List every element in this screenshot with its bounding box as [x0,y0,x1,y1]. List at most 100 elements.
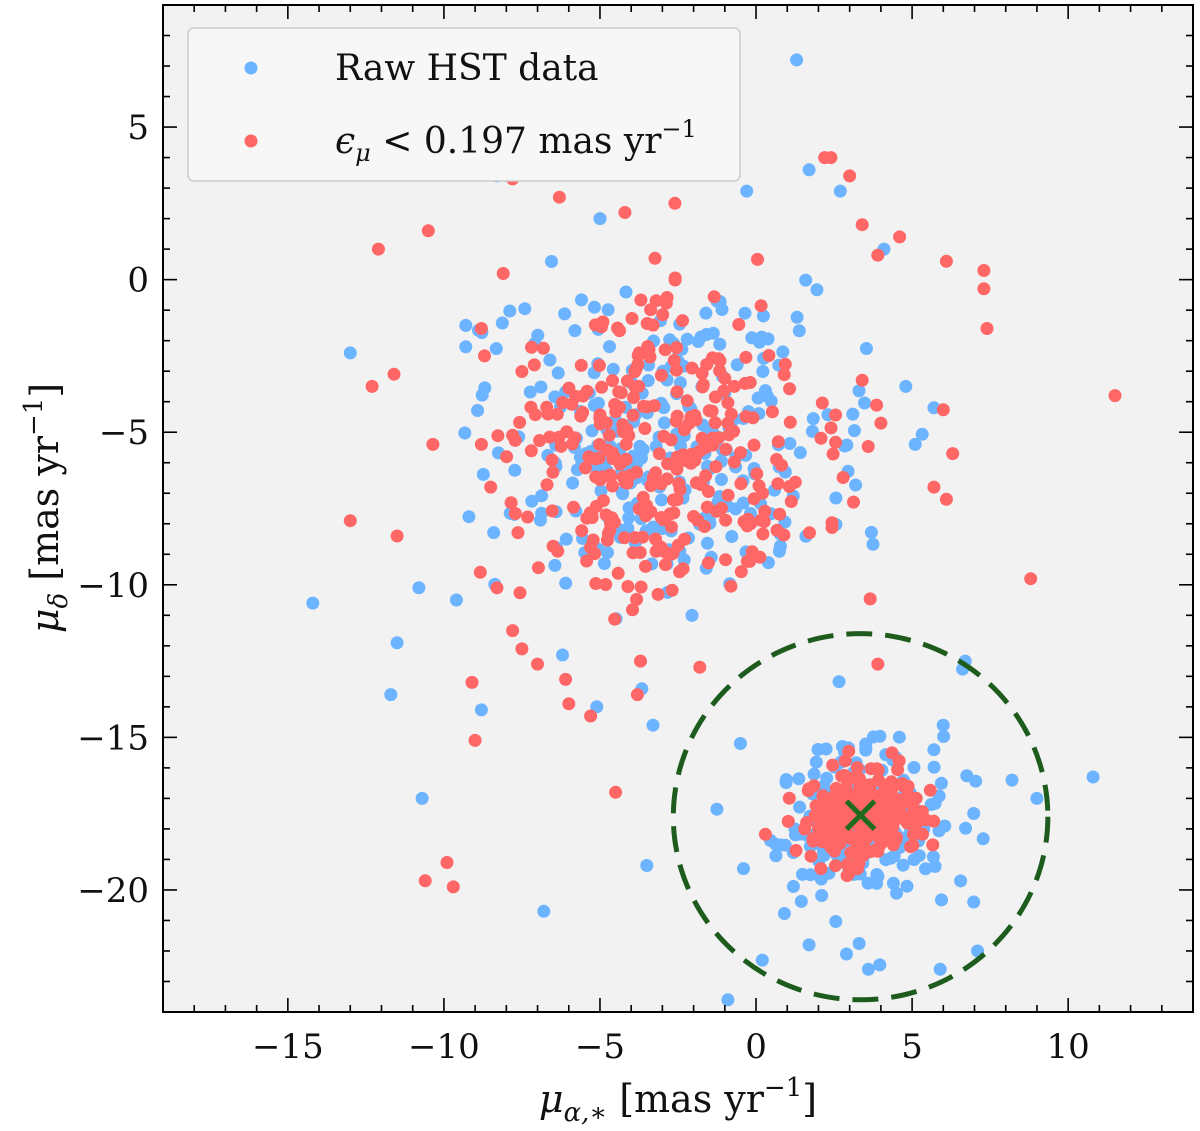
data-point [899,379,913,393]
data-point [900,879,914,893]
data-point [861,440,875,453]
data-point [628,365,642,379]
data-point [810,283,824,297]
data-point [702,404,716,418]
data-point [552,190,566,204]
data-point [584,709,598,723]
data-point [534,380,548,394]
data-point [476,467,490,481]
data-point [828,844,841,858]
data-point [725,530,739,543]
data-point [879,853,893,867]
data-point [721,488,735,502]
data-point [665,583,679,597]
data-point [881,797,895,811]
legend-label-filtered: ϵμ < 0.197 mas yr−1 [335,115,697,167]
data-point [634,654,647,668]
data-point [500,450,514,464]
data-point [701,485,715,498]
data-point [700,536,714,550]
data-point [790,53,804,67]
data-point [928,859,942,873]
data-point [738,306,752,320]
data-point [867,730,880,744]
data-point [611,566,625,580]
data-point [559,672,573,686]
data-point [834,803,848,817]
data-point [663,507,677,521]
data-point [478,381,492,395]
data-point [954,874,968,888]
data-point [1086,770,1100,784]
data-point [783,382,797,396]
data-point [646,520,660,534]
data-point [886,876,900,890]
data-point [782,791,796,805]
data-point [616,418,630,432]
data-point [773,539,787,553]
data-point [503,304,517,318]
data-point [618,531,631,545]
data-point [1024,572,1038,586]
data-point [566,476,580,490]
data-point [771,435,785,449]
data-point [829,859,842,873]
legend-marker-filtered [244,134,258,148]
data-point [802,938,816,952]
data-point [910,816,924,830]
data-point [440,856,454,869]
data-point [587,398,601,412]
data-point [580,511,594,525]
data-point [809,755,823,769]
x-tick-label: −5 [575,1027,625,1067]
data-point [916,827,929,841]
data-point [847,424,861,438]
data-point [584,541,598,554]
data-point [719,553,733,567]
data-point [609,405,623,419]
data-point [850,761,864,775]
data-point [715,303,729,316]
data-point [667,493,680,507]
data-point [633,439,647,453]
data-point [938,819,952,833]
data-point [721,396,735,410]
data-point [608,612,622,626]
data-point [936,403,950,417]
data-point [747,438,761,452]
data-point [458,426,472,440]
data-point [724,579,738,593]
data-point [800,816,814,830]
data-point [756,309,770,323]
data-point [620,374,634,388]
data-point [754,299,768,313]
x-axis-label: μα,∗ [mas yr−1] [539,1073,817,1128]
data-point [691,513,705,527]
data-point [559,532,573,546]
data-point [606,446,619,460]
data-point [589,470,603,484]
data-point [646,318,660,332]
legend-marker-raw [244,61,258,75]
data-point [446,880,460,894]
data-point [906,827,920,841]
data-point [864,762,878,776]
data-point [893,230,907,244]
data-point [937,730,951,743]
data-point [543,353,557,367]
data-point [786,880,800,893]
data-point [661,457,675,471]
data-point [855,218,869,232]
data-point [680,394,694,408]
data-point [713,337,727,351]
data-point [873,958,887,972]
data-point [980,322,994,335]
data-point [603,524,617,538]
data-point [784,495,798,508]
data-point [885,746,899,760]
data-point [804,868,817,882]
data-point [606,374,619,388]
data-point [706,326,720,340]
data-point [874,809,888,823]
data-point [478,349,491,363]
